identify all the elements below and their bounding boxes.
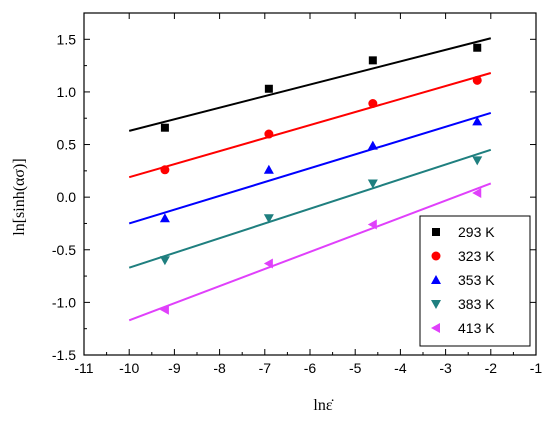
x-tick-label: -8 <box>213 360 226 376</box>
data-point <box>263 164 274 174</box>
y-tick-label: 0.5 <box>57 137 77 153</box>
legend: 293 K 323 K 353 K 383 K 413 K <box>419 215 531 347</box>
x-axis-title: lnε̇ <box>313 397 333 414</box>
y-tick-label: -1.0 <box>52 294 76 310</box>
x-tick-label: -10 <box>119 360 139 376</box>
axes: -11 -10 -9 -8 -7 -6 -5 -4 -3 -2 -1 -1.5 -1.0 -0.5 0.0 0… <box>52 12 543 376</box>
data-point <box>159 304 169 315</box>
y-tick-label: 0.0 <box>57 189 77 205</box>
data-point <box>160 123 169 132</box>
fit-line <box>128 148 492 269</box>
legend-marker <box>432 228 440 236</box>
data-point <box>367 219 377 230</box>
x-tick-label: -3 <box>439 360 452 376</box>
y-axis-title: ln[sinh(ασ)] <box>11 158 28 235</box>
data-point <box>264 84 273 93</box>
y-tick-label: 1.0 <box>57 84 77 100</box>
data-point <box>368 98 378 108</box>
fit-line <box>128 72 492 179</box>
x-tick-label: -5 <box>349 360 362 376</box>
data-point <box>472 75 482 85</box>
y-tick-label: -1.5 <box>52 347 76 363</box>
legend-label: 323 K <box>458 248 495 264</box>
data-point <box>263 214 274 224</box>
y-tick-label: 1.5 <box>57 31 77 47</box>
data-point <box>264 129 274 139</box>
data-point <box>263 258 273 269</box>
data-point <box>472 156 483 166</box>
x-tick-label: -4 <box>394 360 407 376</box>
fit-line <box>128 37 492 132</box>
data-point <box>159 256 170 266</box>
x-tick-label: -11 <box>74 360 93 376</box>
fit-lines <box>128 37 492 322</box>
x-tick-label: -7 <box>259 360 272 376</box>
legend-label: 293 K <box>458 224 495 240</box>
data-point <box>472 187 482 198</box>
data-point <box>367 140 378 150</box>
x-tick-label: -6 <box>304 360 317 376</box>
data-point <box>160 165 170 175</box>
fit-line <box>128 182 492 322</box>
data-point <box>473 43 482 52</box>
data-point <box>367 179 378 189</box>
legend-label: 353 K <box>458 272 495 288</box>
data-points <box>159 43 483 315</box>
x-tick-label: -1 <box>530 360 543 376</box>
fit-line <box>128 112 492 225</box>
x-tick-label: -9 <box>168 360 181 376</box>
legend-marker <box>431 251 441 261</box>
data-point <box>159 213 170 223</box>
y-tick-label: -0.5 <box>52 242 76 258</box>
legend-marker <box>431 275 441 284</box>
legend-marker <box>431 323 440 333</box>
data-point <box>368 56 377 65</box>
legend-label: 383 K <box>458 296 495 312</box>
legend-marker <box>431 300 441 309</box>
x-tick-label: -2 <box>485 360 498 376</box>
data-point <box>472 116 483 126</box>
legend-label: 413 K <box>458 320 495 336</box>
